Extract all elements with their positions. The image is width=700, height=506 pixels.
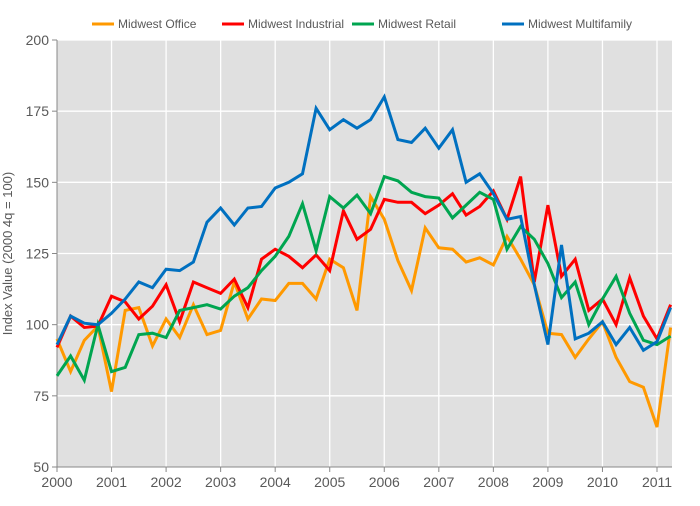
x-tick-label: 2010 [587,474,618,490]
series-group [55,93,673,428]
legend-label: Midwest Multifamily [528,17,632,31]
x-tick-label: 2011 [642,474,672,490]
series-line-midwest-industrial [55,176,672,348]
y-tick-label: 150 [26,174,50,190]
x-tick-label: 2003 [205,474,236,490]
gridlines [57,39,672,467]
x-tick-label: 2001 [96,474,127,490]
y-tick-label: 125 [26,246,50,262]
legend-label: Midwest Retail [378,17,456,31]
x-tick-label: 2008 [478,474,509,490]
legend-label: Midwest Office [118,17,197,31]
x-tick-label: 2000 [41,474,72,490]
legend: Midwest Office Midwest Industrial Midwest … [92,17,632,31]
y-tick-label: 75 [33,388,49,404]
x-tick-label: 2005 [314,474,345,490]
x-tick-label: 2007 [423,474,454,490]
axes: 50 75 100 125 150 175 200 2000 2001 2002 2003 2004 2… [26,32,673,490]
x-tick-label: 2004 [260,474,291,490]
y-tick-label: 100 [26,317,50,333]
y-tick-label: 200 [26,32,50,48]
series-line-midwest-office [55,192,673,428]
x-tick-label: 2006 [369,474,400,490]
series-line-midwest-multifamily [55,93,672,353]
y-tick-label: 50 [33,459,49,475]
legend-label: Midwest Industrial [248,17,344,31]
y-axis-label: Index Value (2000 4q = 100) [0,172,15,335]
y-tick-label: 175 [26,103,50,119]
x-tick-label: 2002 [151,474,182,490]
x-tick-label: 2009 [532,474,563,490]
